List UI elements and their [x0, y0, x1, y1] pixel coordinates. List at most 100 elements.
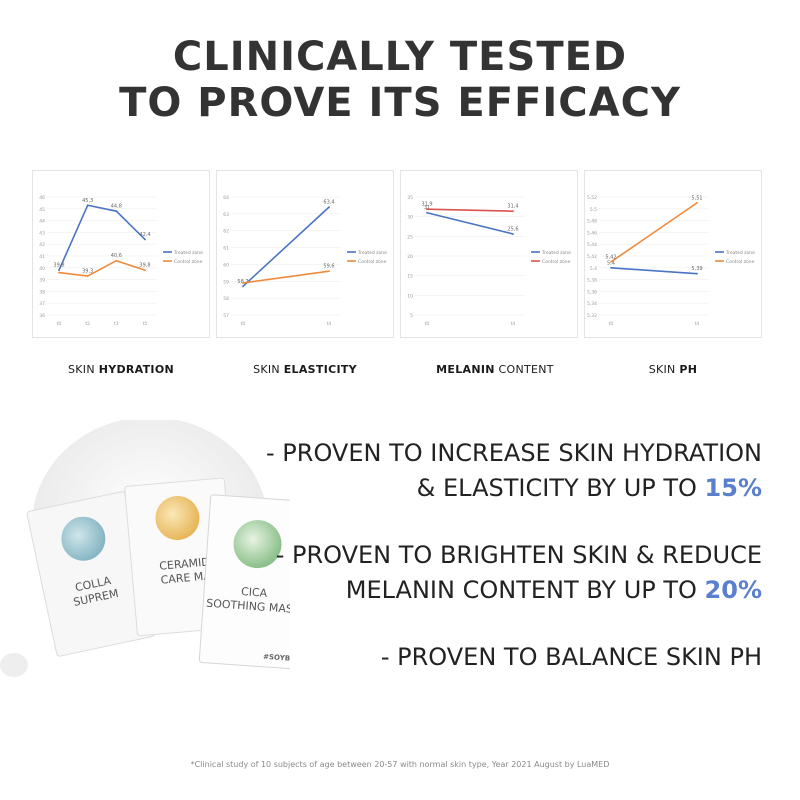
claim-hydration-elasticity: - PROVEN TO INCREASE SKIN HYDRATION & EL… [242, 436, 762, 506]
y-tick-label: 15 [407, 274, 413, 280]
data-label: 42,4 [139, 232, 150, 238]
data-label: 31,9 [421, 202, 432, 208]
caption-regular: SKIN [253, 363, 284, 376]
legend-entry: Control zone [542, 259, 571, 265]
data-label: 45,3 [82, 198, 93, 204]
claim-melanin: - PROVEN TO BRIGHTEN SKIN & REDUCE MELAN… [242, 538, 762, 608]
pack2-title-2: CARE MA [160, 569, 212, 586]
claim-percentage: 15% [704, 474, 762, 502]
series-line [242, 206, 330, 287]
y-tick-label: 5,34 [587, 301, 597, 307]
data-label: 59,6 [323, 264, 334, 270]
data-label: 44,8 [111, 204, 122, 210]
series-line [58, 259, 146, 277]
claims-block: - PROVEN TO INCREASE SKIN HYDRATION & EL… [242, 436, 762, 707]
y-tick-label: 45 [39, 207, 45, 213]
headline-line-2: TO PROVE ITS EFFICACY [119, 80, 681, 126]
data-label: 5,51 [691, 195, 702, 201]
y-tick-label: 30 [407, 215, 413, 221]
water-droplet [0, 653, 28, 677]
series-line [58, 204, 146, 271]
data-point [242, 282, 244, 284]
mask-pack-cica: CICA SOOTHING MASK #SOYB [198, 494, 290, 670]
y-tick-label: 5,36 [587, 289, 597, 295]
y-tick-label: 5,48 [587, 219, 597, 225]
claim-text: & ELASTICITY BY UP TO [416, 474, 705, 502]
y-tick-label: 5,44 [587, 242, 597, 248]
data-point [610, 266, 612, 269]
chart-hydration: 46 45 44 43 42 41 40 39 38 37 36 t0 t2 t3 t5 39,8 45,3 44… [39, 195, 203, 327]
x-tick-label: t0 [57, 321, 62, 327]
y-tick-label: 44 [39, 219, 45, 225]
data-label: 39,3 [82, 269, 93, 275]
brand-mark: #SOYB [263, 653, 290, 663]
y-tick-label: 58 [223, 296, 229, 302]
y-tick-label: 63 [223, 212, 229, 218]
data-point [328, 270, 330, 273]
caption-bold: ELASTICITY [283, 363, 357, 376]
legend-entry: Control zone [726, 259, 755, 265]
data-point [144, 238, 146, 241]
legend-entry: Treated zone [541, 250, 571, 256]
claim-line: - PROVEN TO INCREASE SKIN HYDRATION [266, 439, 762, 467]
caption-regular: SKIN [648, 363, 680, 376]
claim-ph: - PROVEN TO BALANCE SKIN PH [242, 640, 762, 675]
data-point [115, 210, 118, 213]
legend-entry: Control zone [174, 259, 203, 265]
data-label: 25,6 [507, 226, 518, 232]
y-tick-label: 62 [223, 229, 229, 235]
claim-line: MELANIN CONTENT BY UP TO 20% [242, 573, 762, 608]
collagen-pack-art [61, 516, 106, 561]
data-point [115, 259, 118, 262]
pack3-title: CICA [241, 585, 268, 600]
y-tick-label: 5,46 [587, 230, 597, 236]
headline: CLINICALLY TESTED TO PROVE ITS EFFICACY [0, 34, 800, 126]
data-label: 39,8 [53, 263, 64, 269]
caption-regular: CONTENT [494, 363, 554, 376]
cica-pack-art [233, 520, 282, 569]
y-tick-label: 5,52 [587, 195, 597, 201]
chart-caption-hydration: SKIN HYDRATION [26, 363, 216, 376]
claim-text: MELANIN CONTENT BY UP TO [345, 576, 705, 604]
y-tick-label: 42 [39, 242, 45, 248]
chart-ph: 5,525,55,485,465,445,425,45,385,365,345,… [587, 195, 755, 327]
data-point [86, 275, 89, 277]
x-tick-label: t4 [327, 321, 332, 327]
pack2-title: CERAMID [159, 555, 211, 572]
x-tick-label: t4 [511, 321, 516, 327]
y-tick-label: 5,32 [587, 313, 597, 319]
y-tick-label: 41 [39, 254, 45, 260]
series-line [426, 208, 514, 212]
chart-caption-ph: SKIN PH [578, 363, 768, 376]
data-point [696, 202, 698, 204]
x-tick-label: t4 [695, 321, 700, 327]
claim-line: - PROVEN TO BRIGHTEN SKIN & REDUCE [275, 541, 762, 569]
series-line [426, 211, 514, 235]
legend-entry: Control zone [358, 259, 387, 265]
mask-pack-collagen: COLLA SUPREM [26, 491, 156, 657]
data-label: 63,4 [323, 200, 334, 206]
x-tick-label: t5 [143, 321, 148, 327]
data-point [426, 208, 428, 211]
x-tick-label: t0 [609, 321, 614, 327]
data-label: 58,7 [237, 279, 248, 285]
series-line [610, 202, 698, 263]
y-tick-label: 57 [223, 313, 229, 319]
data-label: 31,4 [507, 204, 518, 210]
data-point [512, 210, 514, 213]
legend-entry: Treated zone [725, 250, 755, 256]
y-tick-label: 10 [407, 293, 413, 299]
y-tick-label: 40 [39, 266, 45, 272]
chart-panel-melanin: 35 30 25 20 15 10 5 t0 t4 31 25,6 Treated zone 31,9 3… [400, 170, 578, 338]
data-point [512, 233, 514, 235]
data-point [86, 204, 89, 207]
y-tick-label: 5 [410, 313, 413, 319]
product-illustration: COLLA SUPREM CERAMID CARE MA CICA SOOTHI… [0, 420, 290, 677]
chart-panel-elasticity: 64 63 62 61 60 59 58 57 t0 t4 58,7 63,4 Treated zone… [216, 170, 394, 338]
y-tick-label: 59 [223, 279, 229, 285]
series-line [242, 270, 330, 284]
y-tick-label: 61 [223, 246, 229, 252]
caption-bold: MELANIN [436, 363, 495, 376]
y-tick-label: 38 [39, 289, 45, 295]
y-tick-label: 25 [407, 234, 413, 240]
